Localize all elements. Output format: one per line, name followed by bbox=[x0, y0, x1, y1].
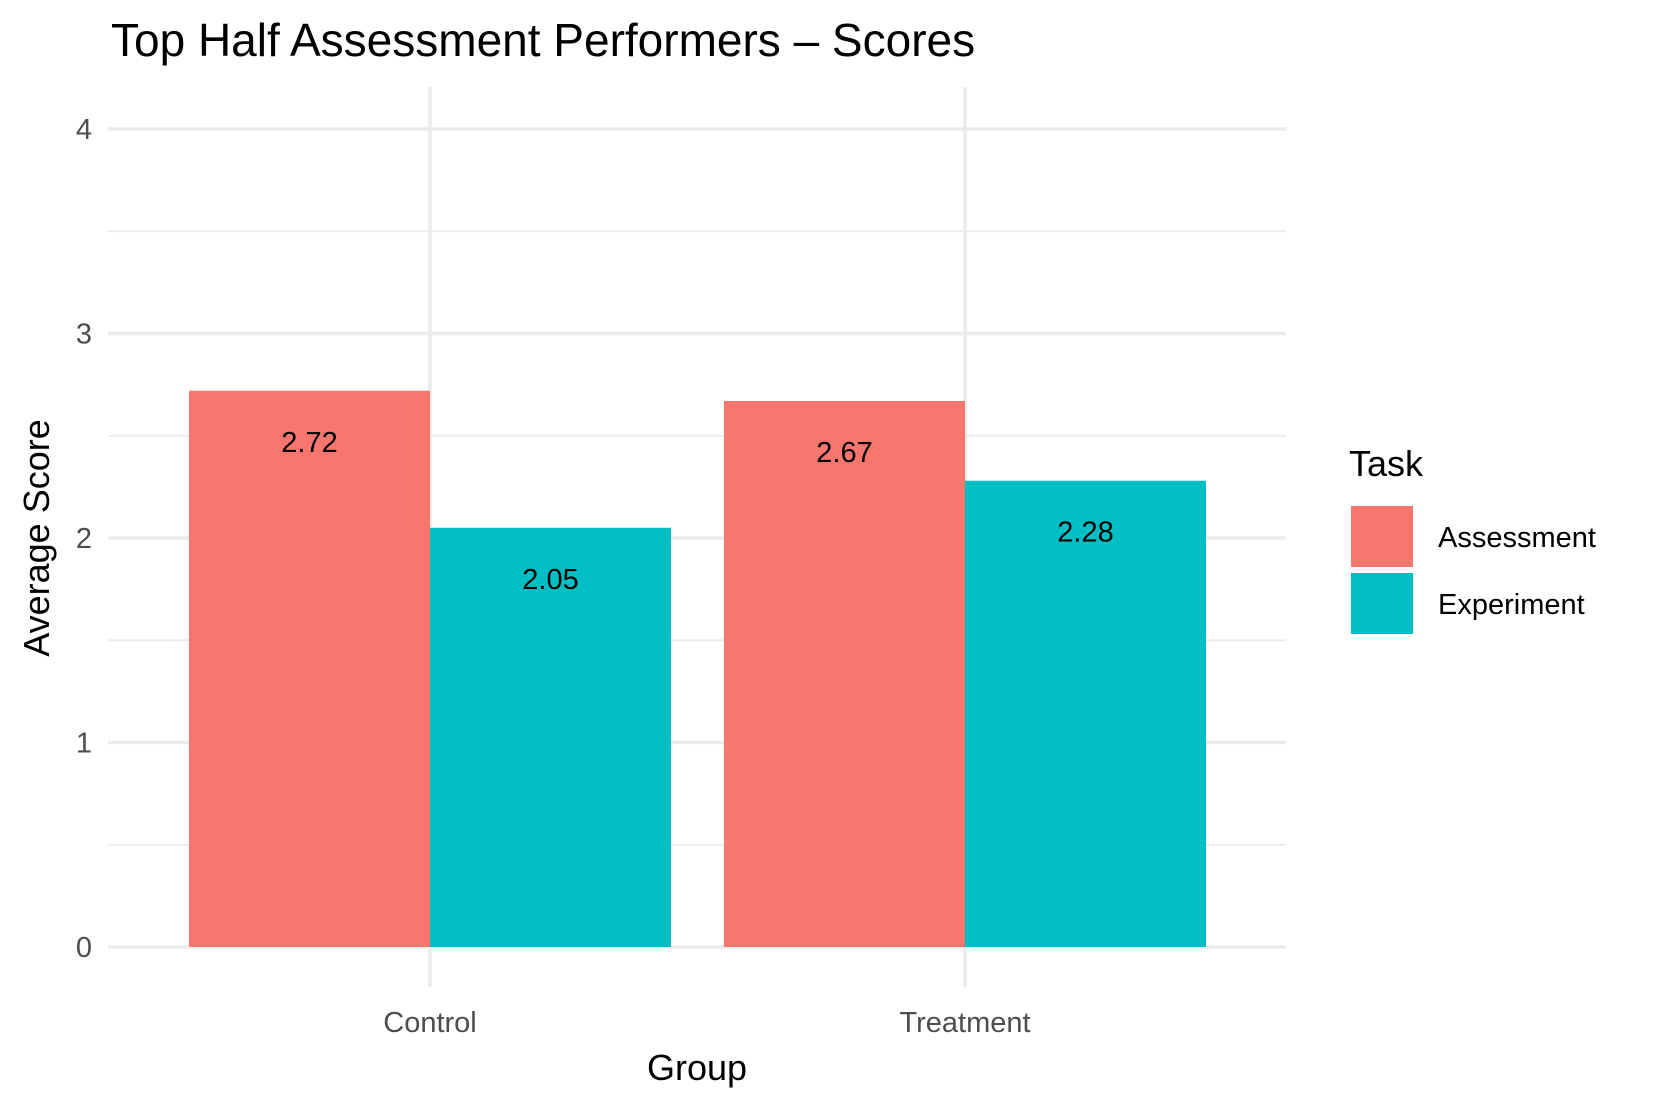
y-tick-label: 3 bbox=[76, 319, 92, 351]
data-label: 2.67 bbox=[816, 437, 872, 469]
y-tick-label: 1 bbox=[76, 728, 92, 760]
legend: Task Assessment Experiment bbox=[1349, 443, 1596, 634]
bar bbox=[430, 527, 671, 947]
legend-label: Experiment bbox=[1438, 589, 1585, 621]
y-axis-ticks: 0 1 2 3 4 bbox=[76, 114, 92, 964]
legend-key bbox=[1351, 573, 1413, 634]
x-tick-label: Treatment bbox=[899, 1007, 1030, 1039]
y-axis-title: Average Score bbox=[16, 419, 57, 656]
y-tick-label: 4 bbox=[76, 114, 92, 146]
data-label: 2.05 bbox=[522, 564, 578, 596]
bar bbox=[189, 390, 430, 947]
data-label: 2.28 bbox=[1057, 517, 1113, 549]
legend-key bbox=[1351, 506, 1413, 567]
bars bbox=[189, 390, 1206, 947]
data-label: 2.72 bbox=[281, 427, 337, 459]
y-tick-label: 0 bbox=[76, 932, 92, 964]
legend-label: Assessment bbox=[1438, 522, 1596, 554]
bar bbox=[965, 480, 1206, 947]
x-axis-title: Group bbox=[647, 1047, 747, 1088]
x-axis-ticks: Control Treatment bbox=[383, 1007, 1030, 1039]
y-tick-label: 2 bbox=[76, 523, 92, 555]
data-labels: 2.72 2.05 2.67 2.28 bbox=[281, 427, 1113, 596]
bar bbox=[724, 400, 965, 947]
x-tick-label: Control bbox=[383, 1007, 477, 1039]
legend-title: Task bbox=[1349, 443, 1424, 484]
chart-title: Top Half Assessment Performers – Scores bbox=[111, 14, 975, 66]
